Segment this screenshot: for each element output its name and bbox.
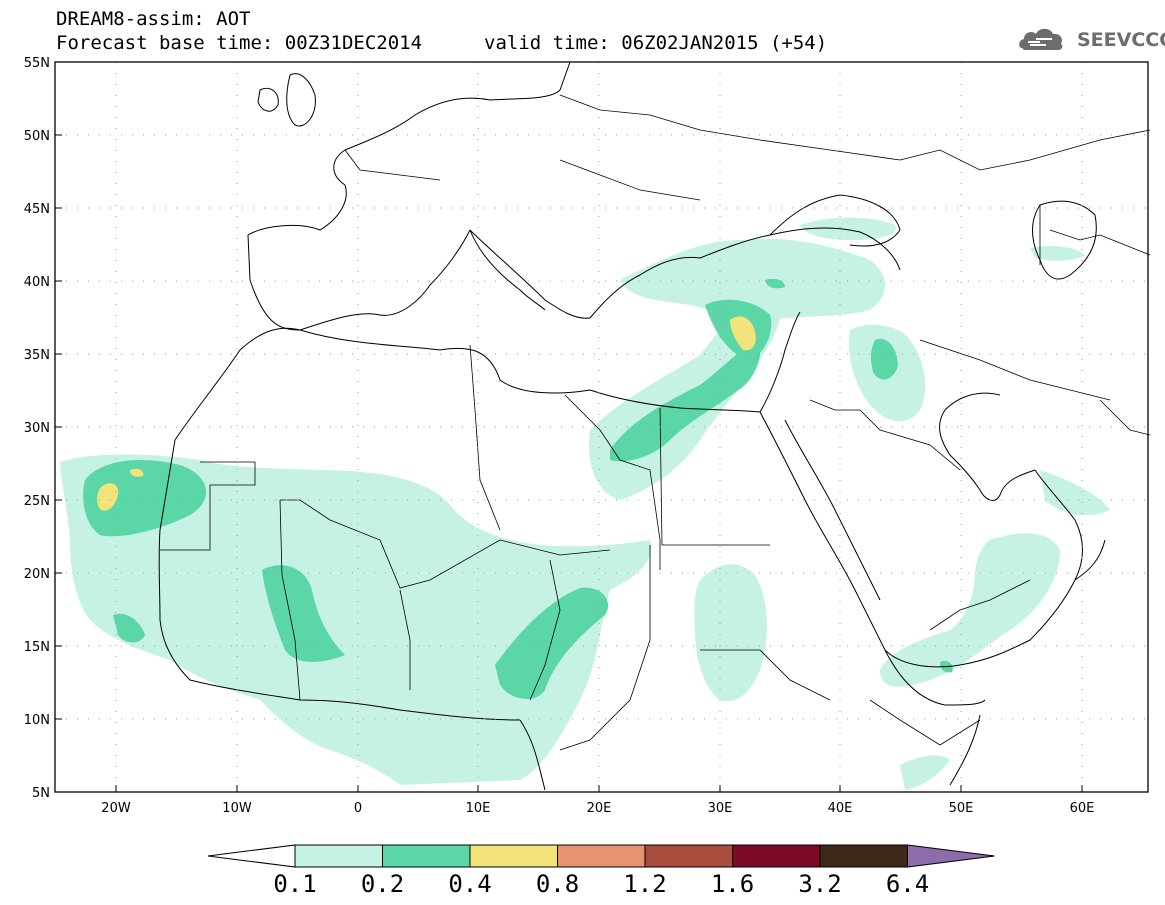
- aot-high-layer: [97, 316, 756, 511]
- colorbar-level-label: 0.4: [448, 870, 491, 898]
- logo-text: SEEVCCC: [1077, 29, 1165, 51]
- lon-label: 50E: [949, 801, 974, 816]
- colorbar-bin: [382, 844, 471, 868]
- valid-time: valid time: 06Z02JAN2015 (+54): [484, 32, 828, 54]
- lon-label: 30E: [708, 801, 733, 816]
- colorbar: 0.1 0.2 0.4 0.8 1.2 1.6 3.2 6.4: [207, 844, 995, 898]
- lon-label: 40E: [828, 801, 853, 816]
- colorbar-bin: [294, 844, 383, 868]
- lon-label: 0: [354, 801, 362, 816]
- latitude-labels: 55N 50N 45N 40N 35N 30N 25N 20N 15N 10N …: [24, 56, 50, 801]
- lat-label: 50N: [24, 129, 50, 144]
- longitude-labels: 20W 10W 0 10E 20E 30E 40E 50E 60E: [101, 801, 1094, 816]
- colorbar-bin: [469, 844, 558, 868]
- lat-label: 20N: [24, 567, 50, 582]
- country-borders: [160, 94, 1151, 751]
- lon-label: 20E: [587, 801, 612, 816]
- lon-label: 10E: [466, 801, 491, 816]
- colorbar-level-label: 0.2: [361, 870, 404, 898]
- tick-marks: [55, 134, 1083, 792]
- lon-label: 20W: [101, 801, 131, 816]
- colorbar-bin: [557, 844, 646, 868]
- lat-label: 25N: [24, 494, 50, 509]
- forecast-base-time: Forecast base time: 00Z31DEC2014: [56, 32, 423, 54]
- lat-label: 10N: [24, 713, 50, 728]
- colorbar-level-label: 3.2: [798, 870, 841, 898]
- lon-label: 60E: [1070, 801, 1095, 816]
- colorbar-level-label: 6.4: [886, 870, 929, 898]
- colorbar-level-label: 1.6: [711, 870, 754, 898]
- cloud-logo-icon: [1019, 28, 1063, 50]
- lat-label: 35N: [24, 348, 50, 363]
- lat-label: 45N: [24, 202, 50, 217]
- colorbar-high-arrow: [907, 844, 995, 868]
- colorbar-bin: [732, 844, 821, 868]
- coastlines: [158, 61, 1106, 791]
- map-title: DREAM8-assim: AOT: [56, 8, 251, 30]
- lon-label: 10W: [222, 801, 252, 816]
- lat-label: 5N: [32, 786, 50, 801]
- colorbar-level-label: 0.8: [536, 870, 579, 898]
- lat-label: 40N: [24, 275, 50, 290]
- colorbar-bin: [819, 844, 908, 868]
- lat-label: 15N: [24, 640, 50, 655]
- aot-field-layer: [60, 217, 1110, 790]
- aot-moderate-layer: [83, 278, 953, 700]
- colorbar-low-arrow: [207, 844, 296, 868]
- lat-label: 30N: [24, 421, 50, 436]
- lat-label: 55N: [24, 56, 50, 71]
- colorbar-level-label: 1.2: [623, 870, 666, 898]
- colorbar-bin: [644, 844, 733, 868]
- graticule: [55, 62, 1148, 792]
- colorbar-level-label: 0.1: [273, 870, 316, 898]
